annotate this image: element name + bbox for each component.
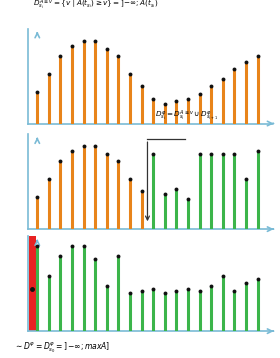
Bar xyxy=(29,236,36,331)
Text: $D_{s_i}^{A \geq v} = \{ v \mid A(t_{s_i}) \geq v \} = ]\!-\!\infty;A(t_{s_i})$: $D_{s_i}^{A \geq v} = \{ v \mid A(t_{s_i… xyxy=(33,0,158,11)
Text: $\sim D^{\varphi} = D_{s_0}^{\varphi} = ]\!-\!\infty;maxA]$: $\sim D^{\varphi} = D_{s_0}^{\varphi} = … xyxy=(14,340,110,355)
Text: $D_{s_i}^{\varphi} = D_{s_i}^{A \geq v} \cup D_{s_{i+1}}^{\varphi}$: $D_{s_i}^{\varphi} = D_{s_i}^{A \geq v} … xyxy=(155,109,218,123)
